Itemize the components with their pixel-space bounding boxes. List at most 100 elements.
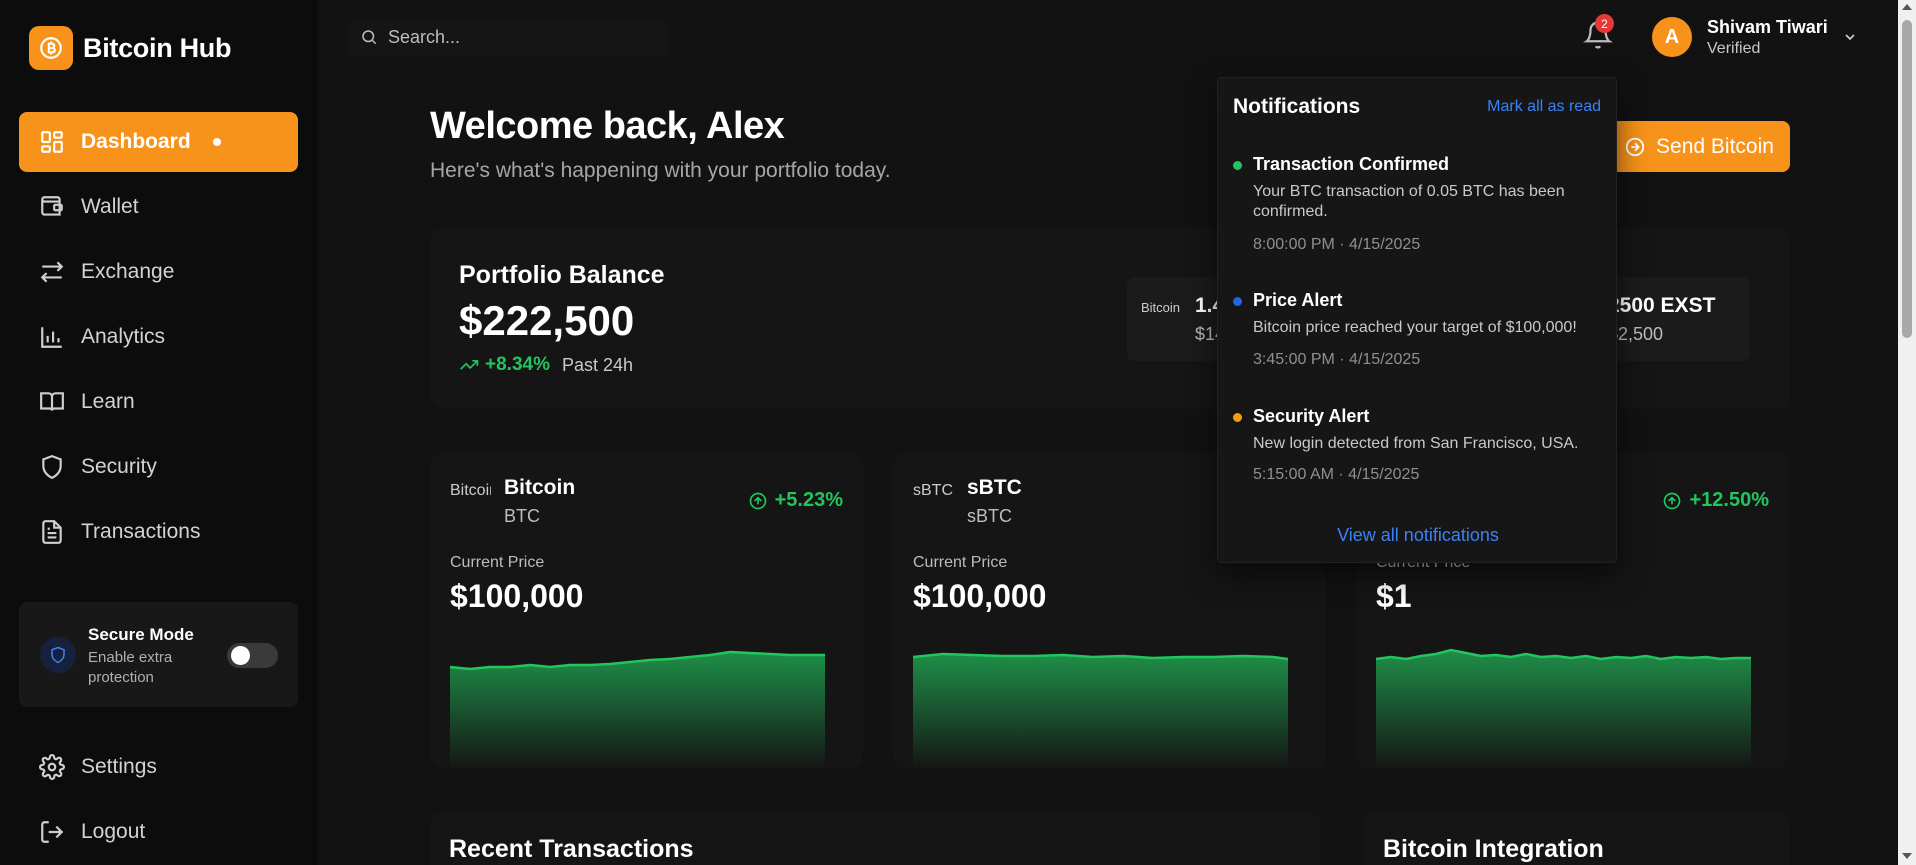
coin-change-value: +5.23% (774, 489, 843, 511)
topbar: Search... 2 A Shivam Tiwari Verified (318, 0, 1898, 76)
notification-time: 5:15:00 AM · 4/15/2025 (1253, 466, 1420, 483)
price-value: $100,000 (913, 578, 1047, 614)
trending-up-icon (460, 360, 479, 370)
notification-item[interactable]: Security Alert New login detected from S… (1218, 392, 1618, 492)
sidebar: Bitcoin Hub Dashboard Wallet Exchange An… (0, 0, 318, 865)
app-name: Bitcoin Hub (83, 32, 232, 63)
coin-name: sBTC (967, 476, 1022, 499)
portfolio-title: Portfolio Balance (459, 261, 665, 289)
coin-symbol: sBTC (967, 506, 1012, 526)
holding-value: $2,500 (1608, 324, 1664, 344)
recent-transactions-card: Recent Transactions (430, 811, 1321, 865)
price-label: Current Price (450, 554, 545, 571)
chevron-down-icon[interactable] (1842, 29, 1858, 45)
coin-image: Bitcoin (450, 482, 491, 499)
coin-change-value: +12.50% (1689, 489, 1769, 511)
holding-quantity: 1.4 (1195, 294, 1225, 317)
arrow-up-circle-icon (749, 492, 766, 509)
secure-mode-title: Secure Mode (88, 625, 194, 644)
notification-item[interactable]: Price Alert Bitcoin price reached your t… (1218, 276, 1618, 376)
secure-mode-card: Secure Mode Enable extra protection (19, 602, 298, 707)
search-input[interactable]: Search... (348, 19, 668, 55)
notification-time: 3:45:00 PM · 4/15/2025 (1253, 351, 1421, 368)
sidebar-item-label: Learn (81, 390, 135, 413)
page-title: Welcome back, Alex (430, 105, 785, 147)
scroll-up-arrow-icon[interactable] (1902, 4, 1912, 10)
sidebar-bottom-nav: Settings Logout (19, 737, 298, 865)
scrollbar-thumb[interactable] (1902, 20, 1912, 338)
sidebar-item-security[interactable]: Security (19, 437, 298, 497)
notification-body: Your BTC transaction of 0.05 BTC has bee… (1253, 183, 1565, 220)
portfolio-change: +8.34% Past 24h (459, 354, 633, 376)
sidebar-item-analytics[interactable]: Analytics (19, 307, 298, 367)
book-icon (40, 392, 64, 411)
sidebar-item-wallet[interactable]: Wallet (19, 177, 298, 237)
sparkline-chart (1376, 648, 1751, 769)
sidebar-item-learn[interactable]: Learn (19, 372, 298, 432)
sidebar-item-logout[interactable]: Logout (19, 802, 298, 862)
dashboard-icon (41, 131, 63, 153)
portfolio-change-value: +8.34% (485, 354, 550, 375)
arrow-up-circle-icon (1664, 492, 1681, 509)
holding-quantity: 2500 EXST (1608, 294, 1716, 317)
notification-count-badge: 2 (1595, 14, 1614, 33)
sidebar-item-label: Wallet (81, 195, 139, 218)
search-placeholder: Search... (388, 26, 461, 47)
sidebar-item-label: Analytics (81, 325, 166, 348)
price-value: $1 (1376, 578, 1412, 614)
sidebar-item-settings[interactable]: Settings (19, 737, 298, 797)
notification-title: Price Alert (1253, 290, 1343, 310)
coin-change: +12.50% (1662, 489, 1769, 512)
avatar[interactable]: A (1652, 17, 1692, 57)
sidebar-item-label: Security (81, 455, 157, 478)
toggle-knob (231, 646, 250, 665)
sidebar-nav: Dashboard Wallet Exchange Analytics Lear… (19, 112, 298, 567)
coin-image: sBTC (913, 482, 953, 499)
search-icon (362, 30, 377, 45)
active-dot (212, 138, 221, 146)
arrow-right-circle-icon (1625, 137, 1645, 156)
mark-all-read-link[interactable]: Mark all as read (1487, 98, 1601, 115)
document-icon (42, 520, 62, 544)
shield-icon (40, 637, 76, 673)
sidebar-item-label: Transactions (81, 520, 201, 543)
secure-mode-subtitle: Enable extra protection (88, 649, 173, 686)
send-bitcoin-button[interactable]: Send Bitcoin (1608, 121, 1790, 172)
notification-item[interactable]: Transaction Confirmed Your BTC transacti… (1218, 140, 1618, 260)
coin-name: Bitcoin (504, 476, 576, 499)
view-all-notifications-link[interactable]: View all notifications (1337, 525, 1499, 545)
user-name[interactable]: Shivam Tiwari (1707, 17, 1828, 37)
notification-title: Transaction Confirmed (1253, 154, 1450, 174)
notifications-panel: Notifications Mark all as read Transacti… (1217, 77, 1617, 563)
sidebar-item-transactions[interactable]: Transactions (19, 502, 298, 562)
coin-card-bitcoin[interactable]: Bitcoin Bitcoin BTC +5.23% Current Price… (430, 452, 863, 769)
shield-icon (42, 455, 62, 480)
bar-chart-icon (41, 327, 62, 348)
price-value: $100,000 (450, 578, 584, 614)
status-dot (1233, 413, 1242, 422)
logo[interactable]: Bitcoin Hub (29, 26, 231, 70)
logout-icon (41, 821, 64, 843)
sidebar-item-exchange[interactable]: Exchange (19, 242, 298, 302)
bitcoin-logo-icon (29, 26, 73, 70)
notifications-title: Notifications (1233, 95, 1361, 118)
sparkline-chart (450, 650, 825, 769)
status-dot (1233, 297, 1242, 306)
sidebar-item-label: Logout (81, 820, 146, 843)
price-label: Current Price (913, 554, 1008, 571)
portfolio-amount: $222,500 (459, 297, 635, 344)
sidebar-item-label: Settings (81, 755, 157, 778)
sidebar-item-dashboard[interactable]: Dashboard (19, 112, 298, 172)
coin-image: Bitcoin (1141, 300, 1181, 315)
user-status: Verified (1707, 40, 1761, 57)
portfolio-change-period: Past 24h (561, 354, 634, 375)
scroll-down-arrow-icon[interactable] (1902, 853, 1912, 859)
coin-symbol: BTC (504, 506, 540, 526)
notification-body: New login detected from San Francisco, U… (1253, 435, 1579, 452)
section-title: Bitcoin Integration (1383, 835, 1604, 863)
page-subtitle: Here's what's happening with your portfo… (430, 159, 891, 182)
exchange-icon (40, 261, 64, 283)
secure-mode-toggle[interactable] (227, 643, 278, 668)
sidebar-item-label: Dashboard (81, 130, 191, 153)
notification-body: Bitcoin price reached your target of $10… (1253, 319, 1577, 336)
